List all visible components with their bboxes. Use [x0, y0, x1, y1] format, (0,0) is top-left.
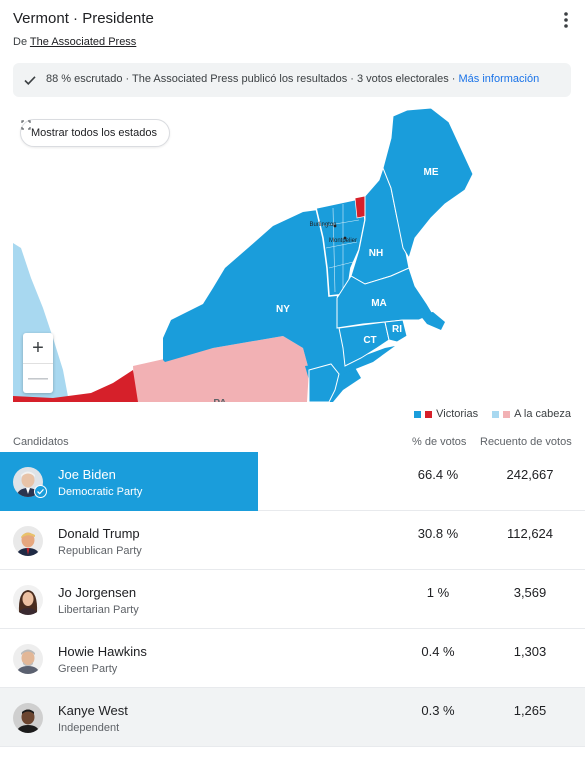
results-map[interactable]: ME NH NY MA CT RI PA Burlington Montpeli… [13, 108, 571, 402]
winner-check-icon [34, 485, 47, 498]
zoom-out-button[interactable]: — [23, 363, 53, 393]
label-me: ME [424, 167, 439, 178]
vote-percent: 0.3 % [421, 703, 455, 718]
vote-percent: 1 % [426, 585, 450, 600]
vote-count: 3,569 [513, 585, 547, 600]
source-line: De The Associated Press [13, 36, 136, 48]
label-pa: PA [213, 398, 226, 402]
legend-rep-win-swatch [425, 410, 433, 418]
avatar [13, 526, 43, 556]
vote-percent: 0.4 % [421, 644, 455, 659]
vote-percent: 66.4 % [417, 467, 459, 482]
zoom-in-button[interactable]: + [32, 336, 44, 359]
vote-percent: 30.8 % [417, 526, 459, 541]
table-row[interactable]: Howie Hawkins Green Party 0.4 % 1,303 [0, 629, 585, 688]
montpelier-marker [343, 236, 347, 240]
map-legend: Victorias A la cabeza [414, 408, 571, 420]
candidate-name: Kanye West [58, 703, 128, 718]
state-me[interactable] [382, 108, 474, 260]
show-all-label: Mostrar todos los estados [31, 127, 157, 139]
table-row[interactable]: Donald Trump Republican Party 30.8 % 112… [0, 511, 585, 570]
status-text: 88 % escrutado · The Associated Press pu… [46, 73, 539, 85]
label-montpelier: Montpelier [329, 238, 357, 244]
state-pa[interactable] [133, 336, 309, 402]
candidate-name: Howie Hawkins [58, 644, 147, 659]
state-oh-area[interactable] [13, 370, 138, 402]
source-link[interactable]: The Associated Press [29, 36, 137, 48]
table-row[interactable]: Joe Biden Democratic Party 66.4 % 242,66… [0, 452, 585, 511]
vote-count: 112,624 [506, 526, 554, 541]
avatar [13, 585, 43, 615]
header-percent: % de votos [412, 436, 467, 448]
table-row[interactable]: Jo Jorgensen Libertarian Party 1 % 3,569 [0, 570, 585, 629]
label-nh: NH [369, 248, 383, 259]
vote-count: 1,265 [513, 703, 547, 718]
state-ny[interactable] [163, 210, 361, 402]
legend-won-label: Victorias [436, 408, 479, 420]
candidate-party: Democratic Party [58, 486, 143, 498]
header-vote-count: Recuento de votos [480, 436, 572, 448]
state-nj[interactable] [308, 363, 340, 402]
more-vert-icon[interactable] [558, 10, 574, 30]
header: Vermont · Presidente De The Associated P… [0, 0, 585, 60]
candidate-table: Joe Biden Democratic Party 66.4 % 242,66… [0, 452, 585, 747]
winner-highlight [0, 452, 258, 511]
label-ct: CT [363, 335, 376, 346]
candidate-party: Green Party [58, 663, 118, 675]
legend-rep-lead-swatch [503, 410, 511, 418]
vote-count: 242,667 [506, 467, 554, 482]
status-bar: 88 % escrutado · The Associated Press pu… [13, 63, 571, 97]
expand-icon [21, 120, 31, 130]
status-summary: 88 % escrutado · The Associated Press pu… [46, 73, 459, 85]
state-ri[interactable] [384, 319, 408, 343]
candidate-party: Independent [58, 722, 120, 734]
label-burlington: Burlington [309, 222, 336, 228]
candidate-party: Republican Party [58, 545, 142, 557]
label-ny: NY [276, 304, 290, 315]
legend-lead-label: A la cabeza [514, 408, 571, 420]
more-info-link[interactable]: Más información [458, 73, 540, 85]
legend-dem-win-swatch [414, 410, 422, 418]
candidate-party: Libertarian Party [58, 604, 139, 616]
map-svg[interactable]: ME NH NY MA CT RI PA Burlington Montpeli… [13, 108, 571, 402]
candidate-name: Jo Jorgensen [58, 585, 137, 600]
source-prefix: De [13, 36, 28, 48]
zoom-controls: + — [23, 333, 53, 393]
cape-cod[interactable] [419, 312, 445, 330]
state-ma[interactable] [336, 267, 434, 329]
legend-dem-lead-swatch [492, 410, 500, 418]
burlington-marker [333, 224, 337, 228]
label-ri: RI [392, 324, 402, 335]
check-icon [24, 76, 36, 85]
label-ma: MA [371, 298, 387, 309]
candidate-name: Joe Biden [58, 467, 116, 482]
avatar [13, 644, 43, 674]
vote-count: 1,303 [513, 644, 547, 659]
show-all-states-button[interactable]: Mostrar todos los estados [20, 119, 170, 147]
table-row[interactable]: Kanye West Independent 0.3 % 1,265 [0, 688, 585, 747]
header-candidates: Candidatos [13, 436, 69, 448]
candidate-name: Donald Trump [58, 526, 140, 541]
page-title: Vermont · Presidente [13, 10, 154, 27]
avatar [13, 703, 43, 733]
